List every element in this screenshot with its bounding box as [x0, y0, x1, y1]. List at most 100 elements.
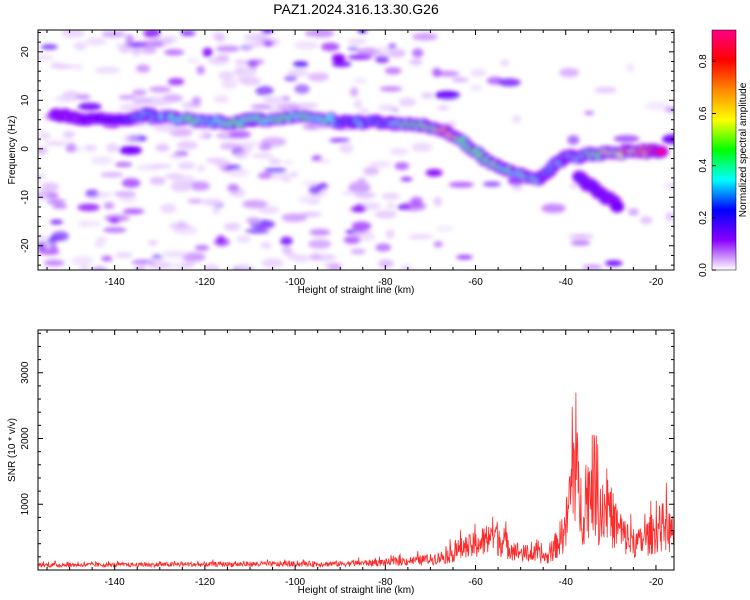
noise-blob: [295, 103, 319, 109]
noise-blob: [644, 101, 670, 111]
noise-blob: [181, 102, 202, 109]
noise-blob: [567, 135, 580, 145]
noise-blob: [213, 95, 230, 104]
noise-blob: [73, 42, 87, 51]
noise-blob: [257, 172, 273, 179]
noise-blob: [626, 63, 635, 73]
noise-blob: [205, 157, 227, 164]
spectrogram-frame: [37, 29, 675, 271]
noise-blob: [409, 59, 423, 65]
noise-blob: [101, 255, 113, 262]
x-tick-label: -60: [468, 577, 483, 588]
noise-blob: [50, 64, 76, 69]
noise-blob: [38, 190, 56, 200]
colorbar-tick-label: 0.6: [698, 106, 709, 120]
colorbar: 0.0 0.2 0.4 0.6 0.8 Normalized spectral ampl…: [698, 29, 749, 277]
noise-blob: [46, 199, 66, 205]
noise-blob: [384, 67, 402, 75]
noise-blob: [154, 125, 180, 133]
noise-blob: [215, 45, 241, 52]
noise-blob: [352, 78, 368, 84]
spectrogram-heatmap: [38, 30, 674, 270]
noise-blob: [114, 162, 133, 167]
noise-blob: [43, 259, 65, 267]
noise-blob: [353, 99, 363, 109]
y-tick-label: -10: [20, 190, 31, 205]
colorbar-label: Normalized spectral amplitude: [738, 82, 749, 217]
noise-blob: [331, 61, 352, 68]
noise-blob: [227, 183, 240, 192]
noise-blob: [408, 234, 434, 240]
noise-blob: [341, 190, 359, 196]
noise-blob: [320, 42, 340, 52]
noise-blob: [221, 79, 238, 89]
noise-blob: [115, 43, 125, 48]
ridge-segment-core: [656, 148, 667, 155]
noise-blob: [349, 87, 359, 97]
noise-blob: [196, 65, 205, 75]
x-tick-label: -40: [559, 577, 574, 588]
noise-blob: [177, 161, 196, 170]
noise-blob: [38, 249, 60, 256]
y-tick-label: 2000: [20, 427, 31, 450]
noise-blob: [227, 130, 251, 139]
spectrogram-ridge: [49, 107, 669, 213]
noise-blob: [584, 111, 595, 115]
noise-blob: [121, 178, 141, 188]
noise-blob: [77, 102, 102, 111]
noise-blob: [448, 181, 474, 188]
noise-blob: [284, 159, 293, 165]
noise-blob: [435, 226, 454, 231]
noise-blob: [148, 261, 173, 270]
x-tick-label: -140: [105, 577, 125, 588]
noise-blob: [85, 37, 107, 46]
spectrogram-x-axis: -140 -120 -100 -80 -60 -40 -20: [46, 30, 664, 288]
noise-blob: [568, 233, 594, 239]
noise-blob: [287, 69, 309, 77]
noise-blob: [665, 212, 674, 222]
noise-blob: [176, 140, 198, 150]
noise-blob: [122, 208, 145, 215]
noise-blob: [331, 53, 346, 63]
noise-blob: [290, 171, 299, 178]
spectrogram-y-axis: -20 -10 0 10 20: [20, 31, 674, 266]
noise-blob: [132, 97, 153, 104]
noise-blob: [389, 148, 409, 156]
spectrogram-x-label: Height of straight line (km): [298, 285, 415, 296]
noise-blob: [388, 44, 397, 49]
noise-blob: [215, 33, 226, 43]
noise-blob: [91, 155, 113, 165]
noise-blob: [172, 262, 187, 270]
noise-blob: [242, 199, 268, 209]
noise-blob: [437, 105, 449, 111]
noise-blob: [359, 108, 370, 114]
noise-blob: [149, 176, 166, 185]
noise-blob: [163, 94, 183, 103]
noise-blob: [361, 230, 373, 235]
noise-blob: [162, 250, 188, 259]
noise-blob: [239, 140, 264, 148]
noise-blob: [211, 207, 221, 215]
noise-blob: [182, 252, 206, 262]
noise-blob: [400, 201, 427, 211]
noise-blob: [131, 46, 142, 56]
noise-blob: [351, 221, 372, 231]
x-tick-label: -120: [195, 277, 215, 288]
noise-blob: [63, 130, 74, 141]
noise-blob: [261, 30, 274, 34]
colorbar-tick-label: 0.2: [698, 210, 709, 224]
y-tick-label: 10: [20, 94, 31, 106]
noise-blob: [75, 94, 91, 100]
noise-blob: [167, 78, 185, 86]
colorbar-tick-label: 0.8: [698, 54, 709, 68]
noise-blob: [308, 184, 322, 195]
noise-blob: [512, 114, 522, 124]
noise-blob: [308, 239, 332, 249]
y-tick-label: 20: [20, 46, 31, 58]
y-tick-label: -20: [20, 238, 31, 253]
noise-blob: [294, 84, 310, 94]
noise-blob: [54, 96, 78, 102]
noise-blob: [381, 192, 400, 200]
noise-blob: [350, 248, 366, 255]
noise-blob: [482, 181, 501, 187]
